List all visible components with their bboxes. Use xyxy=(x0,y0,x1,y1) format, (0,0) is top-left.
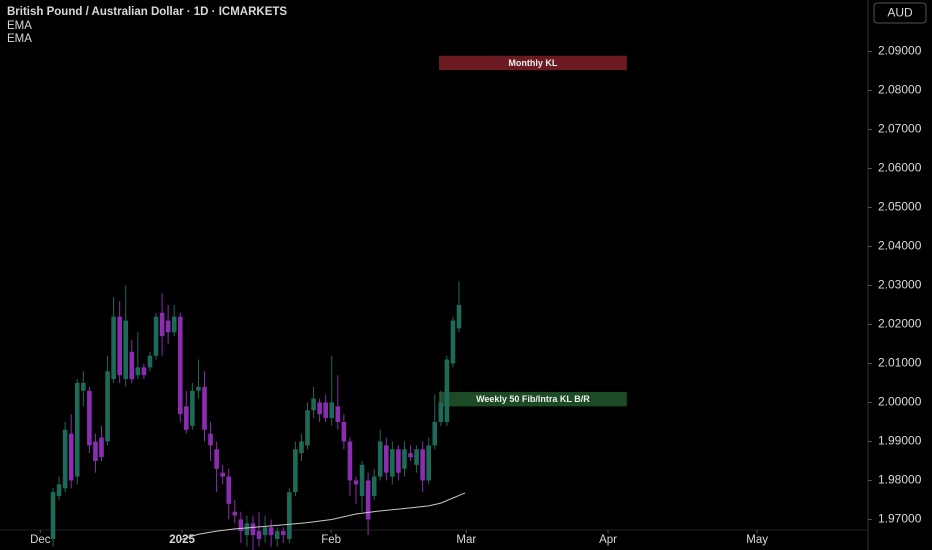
x-tick-label: Dec xyxy=(30,534,51,546)
candle-body xyxy=(214,449,219,469)
candle-body xyxy=(129,351,135,380)
candle-body xyxy=(329,402,335,419)
y-tick-label: 2.09000 xyxy=(878,44,922,58)
candle-body xyxy=(184,406,189,430)
y-tick-label: 2.04000 xyxy=(878,239,922,253)
chart-title: British Pound / Australian Dollar · 1D ·… xyxy=(7,6,287,18)
y-tick-label: 2.03000 xyxy=(878,278,922,292)
candle-body xyxy=(177,316,183,415)
candle-body xyxy=(274,531,280,539)
candle-body xyxy=(287,492,292,539)
zone-label: Monthly KL xyxy=(508,58,557,68)
candle-body xyxy=(202,386,207,430)
x-tick-label: Apr xyxy=(599,534,617,546)
y-tick-label: 2.01000 xyxy=(878,356,922,370)
candle-body xyxy=(396,449,401,473)
x-tick-label: May xyxy=(746,534,768,546)
candle-body xyxy=(305,410,310,446)
candle-body xyxy=(117,316,122,376)
candle-body xyxy=(250,523,256,536)
candle-body xyxy=(359,464,365,497)
candle-body xyxy=(293,449,298,493)
candle-body xyxy=(165,320,171,333)
candle-body xyxy=(377,441,383,477)
candle-body xyxy=(93,441,98,461)
candle-body xyxy=(74,382,80,477)
candle-body xyxy=(432,421,438,446)
candle-body xyxy=(347,441,353,481)
candle-body xyxy=(171,316,177,333)
candle-body xyxy=(420,449,425,481)
x-tick-label: Feb xyxy=(321,534,341,546)
candle-body xyxy=(153,316,159,356)
y-tick-label: 1.99000 xyxy=(878,434,922,448)
candle-body xyxy=(56,484,62,497)
candle-body xyxy=(81,382,86,391)
candle-body xyxy=(402,449,407,469)
y-tick-label: 2.08000 xyxy=(878,83,922,97)
candle-body xyxy=(50,492,56,539)
candle-body xyxy=(226,476,232,504)
legend-entry: EMA xyxy=(7,20,32,32)
candle-body xyxy=(105,371,110,442)
y-tick-label: 2.05000 xyxy=(878,200,922,214)
candle-body xyxy=(262,527,268,536)
currency-box[interactable] xyxy=(873,2,927,24)
candle-body xyxy=(335,406,341,422)
candle-body xyxy=(268,527,274,536)
candle-body xyxy=(141,367,147,376)
candle-body xyxy=(147,355,153,368)
candle-body xyxy=(365,480,371,520)
candle-body xyxy=(62,429,68,489)
candle-body xyxy=(341,421,347,442)
candle-body xyxy=(244,523,250,536)
y-tick-label: 1.98000 xyxy=(878,473,922,487)
candle-body xyxy=(99,437,104,458)
candle-body xyxy=(87,390,92,446)
candle-body xyxy=(111,316,116,380)
candle-body xyxy=(190,390,195,426)
ema-line xyxy=(180,492,466,541)
candle-body xyxy=(383,445,389,473)
candle-body xyxy=(371,476,377,497)
candle-body xyxy=(390,449,395,477)
candle-body xyxy=(317,402,322,415)
candle-body xyxy=(408,453,413,458)
candle-body xyxy=(123,320,129,380)
candle-body xyxy=(456,304,462,329)
candle-body xyxy=(68,433,74,481)
candle-body xyxy=(323,402,328,419)
x-tick-label: Mar xyxy=(456,534,476,546)
legend-entry: EMA xyxy=(7,33,32,45)
candle-body xyxy=(159,312,165,337)
candle-body xyxy=(299,441,304,454)
zone xyxy=(438,55,627,71)
y-tick-label: 2.02000 xyxy=(878,317,922,331)
candle-body xyxy=(220,472,225,477)
candle-body xyxy=(232,511,238,516)
candle-body xyxy=(208,433,213,446)
y-tick-label: 1.97000 xyxy=(878,512,922,526)
y-tick-label: 2.07000 xyxy=(878,122,922,136)
currency: AUD xyxy=(887,6,913,20)
candle-body xyxy=(450,320,456,364)
candle-body xyxy=(311,398,316,411)
x-tick-label: 2025 xyxy=(169,534,195,546)
zone xyxy=(438,391,627,407)
candle-body xyxy=(280,531,286,536)
candle-body xyxy=(238,519,244,532)
candle-body xyxy=(135,367,141,376)
candle-body xyxy=(426,445,431,481)
y-tick-label: 2.06000 xyxy=(878,161,922,175)
candle-body xyxy=(196,386,201,391)
candle-body xyxy=(414,449,419,465)
candle-body xyxy=(256,531,262,539)
candle-body xyxy=(438,402,444,422)
candle-body xyxy=(444,359,450,422)
zone-label: Weekly 50 Fib/Intra KL B/R xyxy=(476,394,590,404)
y-tick-label: 2.00000 xyxy=(878,395,922,409)
candle-body xyxy=(353,480,359,485)
